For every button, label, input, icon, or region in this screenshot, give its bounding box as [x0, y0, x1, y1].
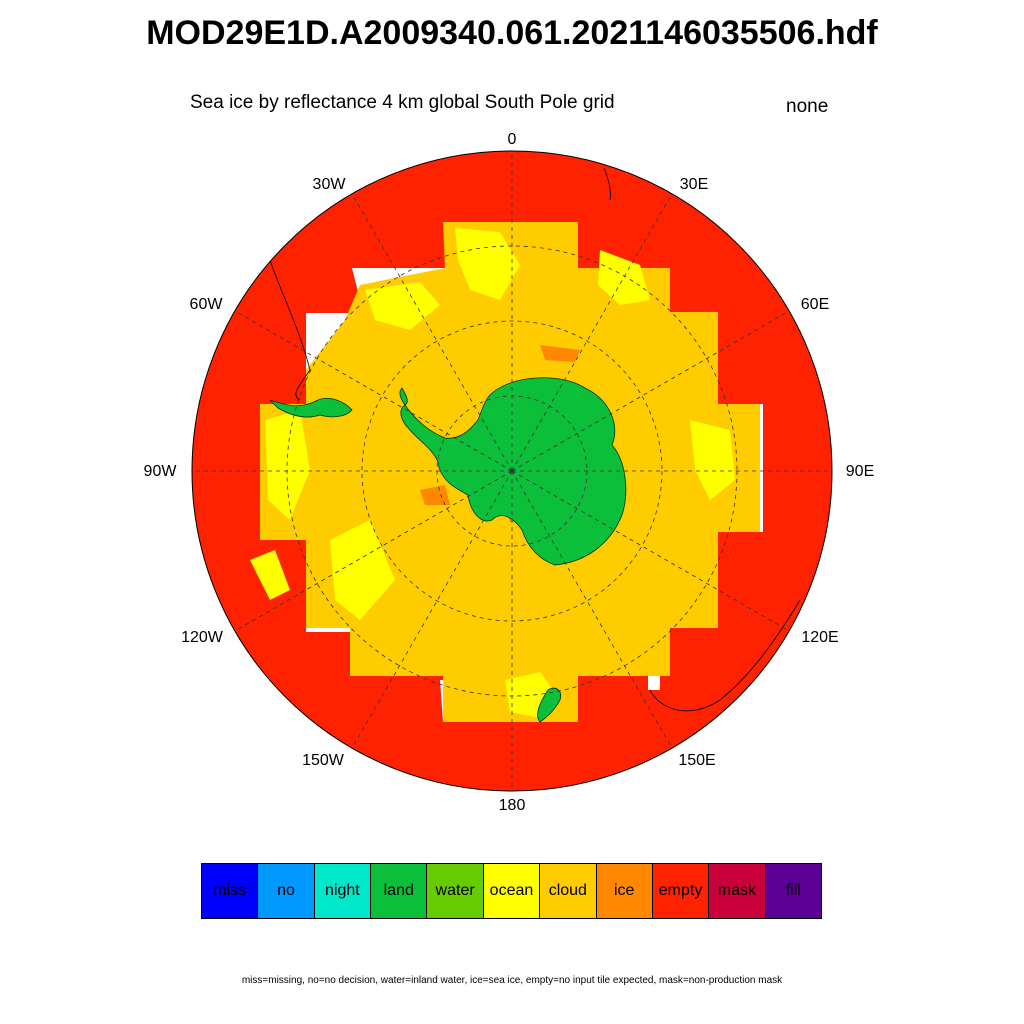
- legend-water: water: [427, 864, 484, 918]
- ocean-patch-3: [265, 410, 310, 520]
- ocean-patch-4: [330, 520, 395, 620]
- lon-label-150e: 150E: [678, 752, 716, 769]
- sea-ice-1: [540, 345, 580, 362]
- units-label: none: [786, 96, 829, 117]
- lon-label-60e: 60E: [800, 296, 830, 313]
- legend-land: land: [371, 864, 428, 918]
- latitude-ring-2: [361, 320, 663, 622]
- legend-label: mask: [717, 882, 757, 899]
- legend-label: fill: [785, 882, 801, 899]
- sea-ice-2: [420, 485, 450, 505]
- legend-miss: miss: [202, 864, 259, 918]
- legend-label: water: [435, 882, 475, 899]
- meridian-line: [511, 470, 673, 749]
- legend-cloud: cloud: [540, 864, 597, 918]
- meridian-line: [511, 470, 790, 632]
- coastline-australia: [649, 599, 801, 712]
- lon-label-30e: 30E: [679, 176, 709, 193]
- coastline-africa: [603, 167, 611, 201]
- south-america-tip: [269, 397, 353, 418]
- legend-label: land: [383, 882, 414, 899]
- new-zealand: [537, 687, 562, 723]
- meridian-line: [511, 310, 790, 472]
- legend-label: cloud: [548, 882, 587, 899]
- legend-fill: fill: [765, 864, 821, 918]
- map-subtitle: Sea ice by reflectance 4 km global South…: [190, 92, 615, 113]
- lon-label-90e: 90E: [845, 463, 875, 480]
- lon-label-180: 180: [498, 797, 526, 814]
- lon-label-60w: 60W: [189, 296, 223, 313]
- lon-label-150w: 150W: [302, 752, 344, 769]
- color-legend: miss no night land water ocean cloud ice…: [201, 863, 822, 919]
- lon-label-0: 0: [507, 131, 517, 148]
- lon-label-120e: 120E: [801, 629, 839, 646]
- legend-footnote: miss=missing, no=no decision, water=inla…: [241, 975, 783, 986]
- legend-ice: ice: [596, 864, 653, 918]
- legend-label: night: [325, 882, 360, 899]
- ocean-patch-2: [365, 282, 440, 330]
- legend-label: miss: [213, 882, 247, 899]
- meridian-line: [351, 470, 513, 749]
- meridian-line: [511, 193, 673, 472]
- legend-label: ice: [613, 882, 635, 899]
- legend-label: empty: [658, 882, 703, 899]
- legend-empty: empty: [652, 864, 710, 918]
- legend-night: night: [314, 864, 372, 918]
- map-boundary: [191, 150, 833, 792]
- legend-label: no: [277, 882, 295, 899]
- ocean-patch-7: [690, 420, 735, 500]
- legend-label: ocean: [489, 882, 534, 899]
- coastline-south-america: [269, 259, 311, 401]
- meridian-line: [234, 310, 513, 472]
- meridian-line: [234, 470, 513, 632]
- legend-mask: mask: [709, 864, 766, 918]
- legend-ocean: ocean: [483, 864, 541, 918]
- lon-label-120w: 120W: [181, 629, 223, 646]
- meridian-line: [351, 193, 513, 472]
- ocean-patch-8: [250, 550, 290, 600]
- lon-label-90w: 90W: [143, 463, 177, 480]
- legend-no: no: [258, 864, 315, 918]
- ocean-patch-6: [598, 250, 650, 305]
- lon-label-30w: 30W: [312, 176, 346, 193]
- antarctic-peninsula: [399, 387, 408, 406]
- map-title: MOD29E1D.A2009340.061.2021146035506.hdf: [146, 14, 878, 52]
